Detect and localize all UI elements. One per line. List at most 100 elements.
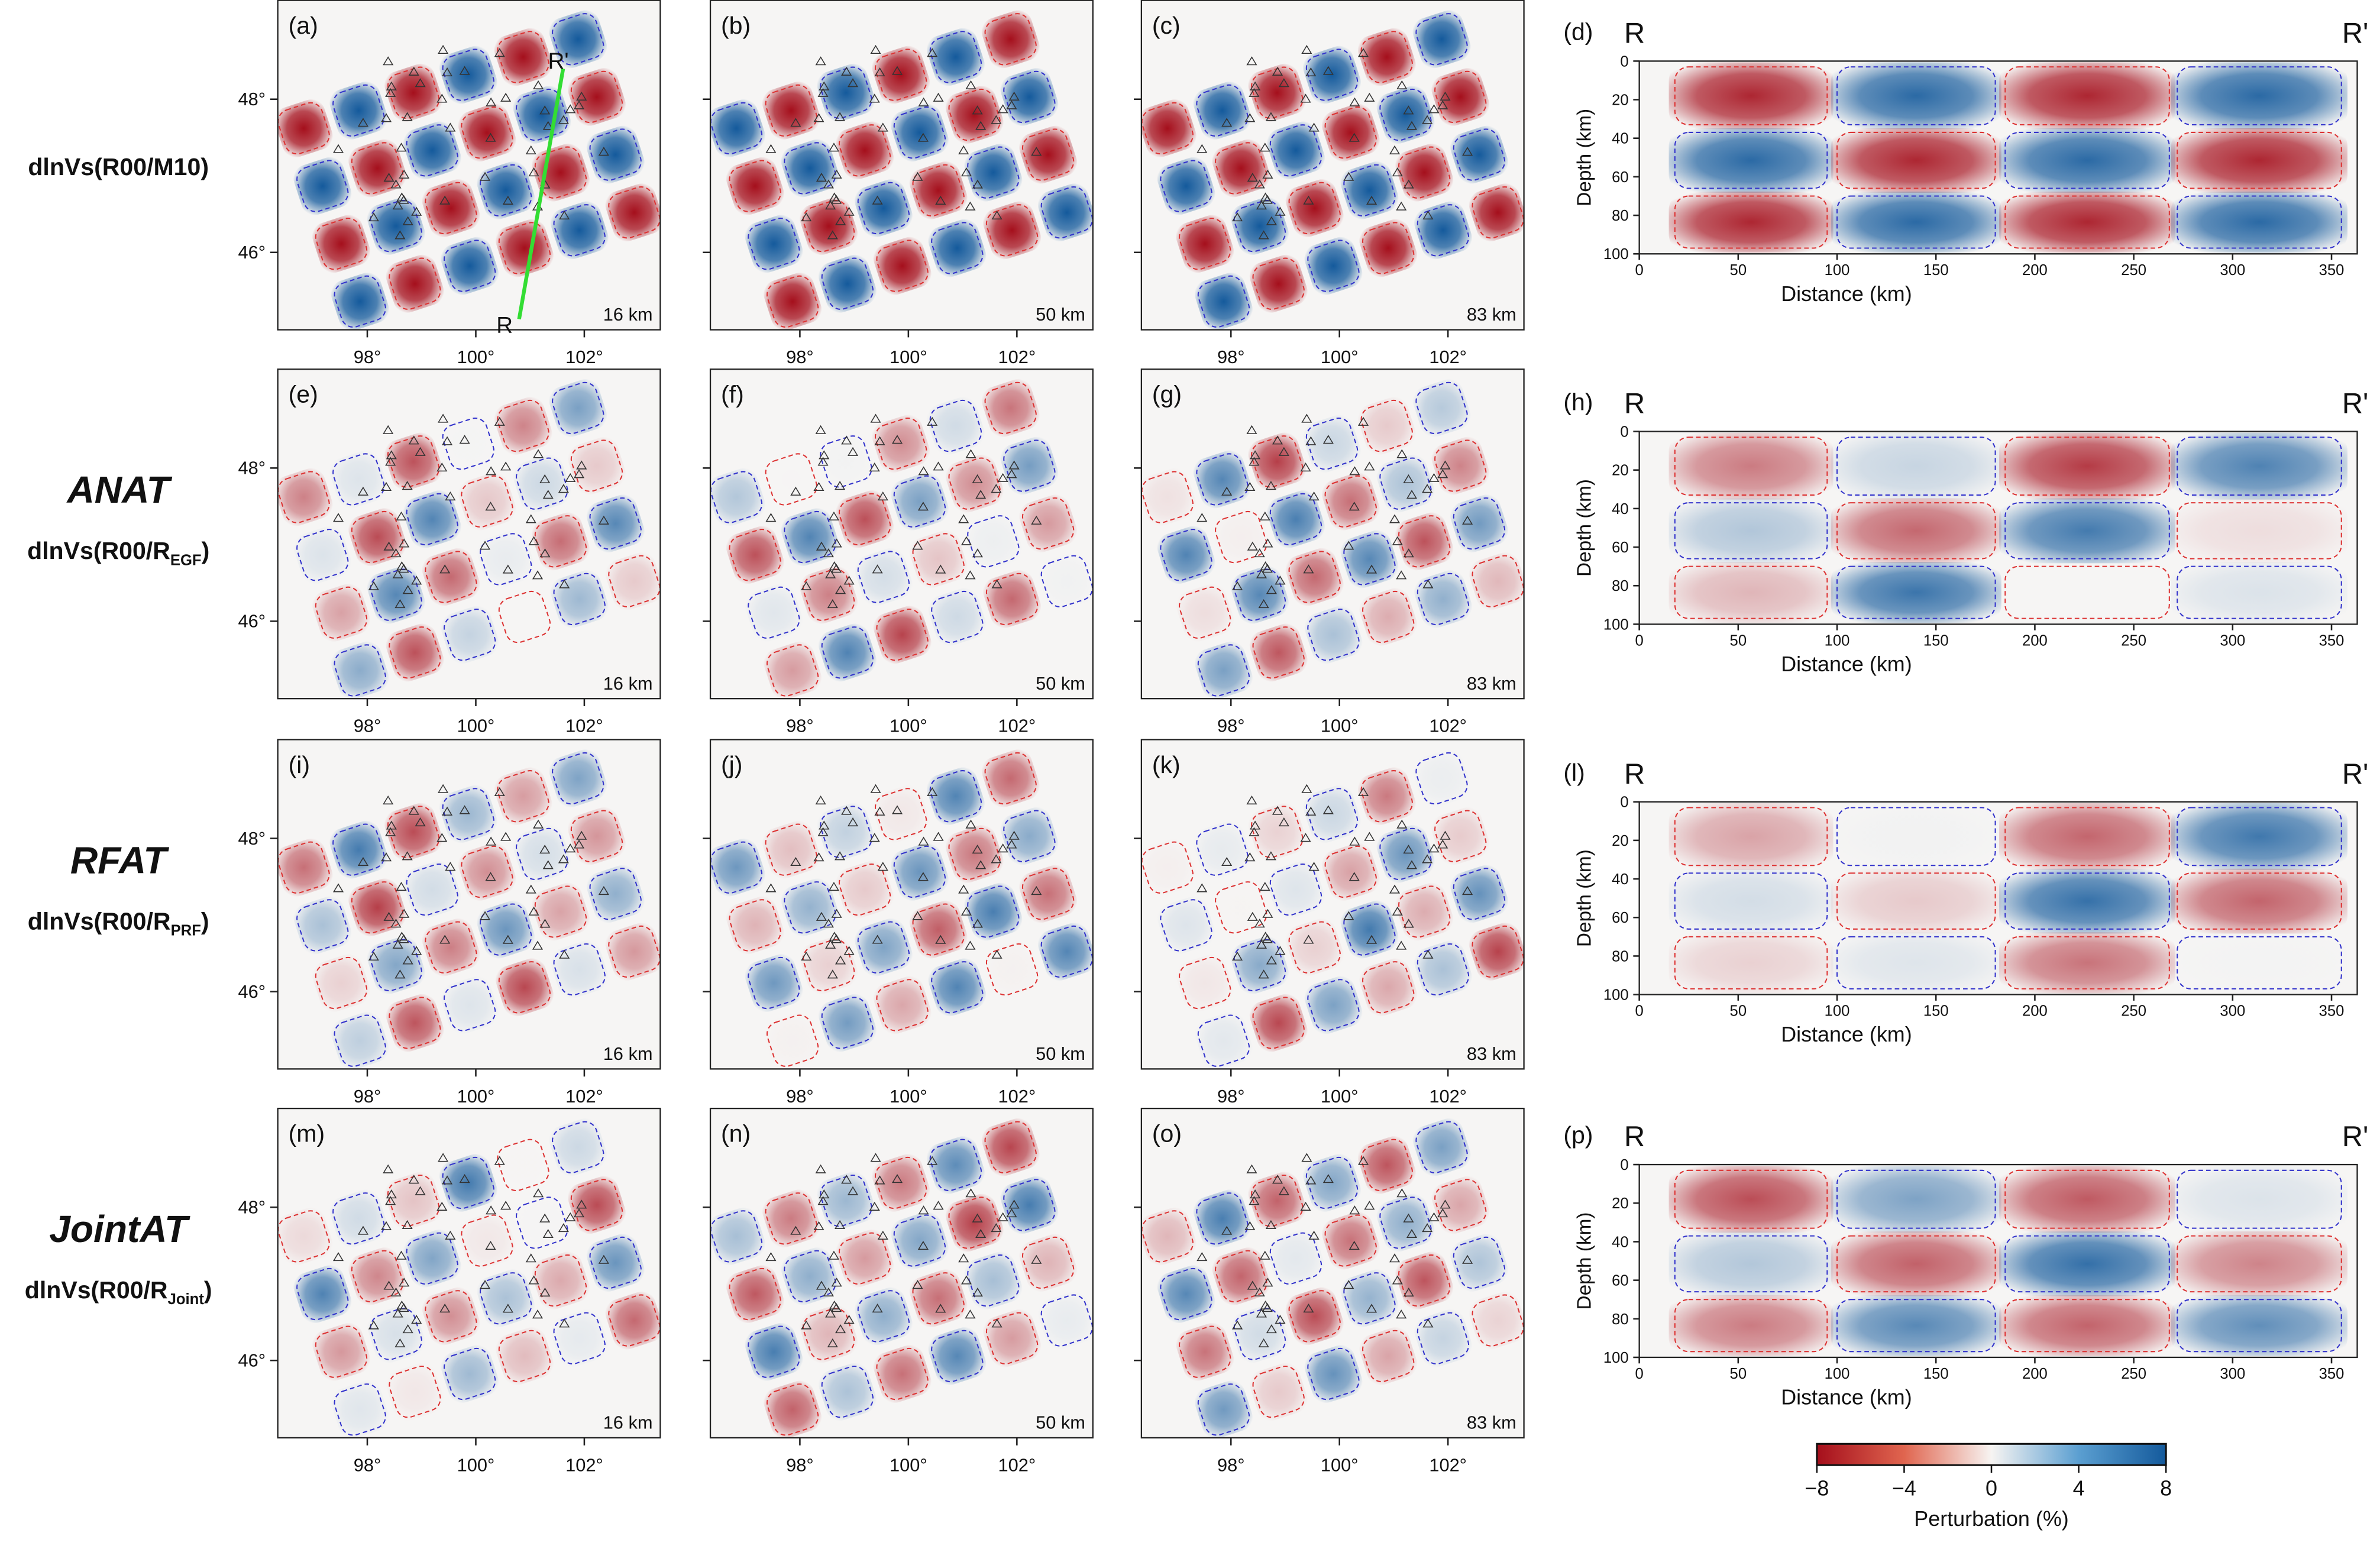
cell-outline [2004, 807, 2170, 866]
station [385, 88, 396, 97]
cell-outline [929, 399, 982, 452]
station [817, 457, 829, 466]
station [439, 564, 451, 574]
anomaly-cell [1321, 472, 1380, 531]
station [1259, 143, 1270, 152]
station [1031, 885, 1042, 895]
anomaly-cell [762, 1189, 820, 1248]
depth-label: 50 km [1036, 304, 1085, 325]
x-tick-label: 0 [1635, 1003, 1643, 1020]
station [392, 939, 403, 949]
anomaly-cell [710, 838, 765, 897]
station [411, 1315, 422, 1324]
station [1349, 97, 1360, 106]
lon-tick-label: 100° [1321, 1454, 1359, 1475]
lon-tick-label: 102° [998, 716, 1036, 736]
anomaly-cell [1431, 807, 1490, 865]
colorbar-tick-label: 0 [1986, 1476, 1997, 1501]
station [408, 66, 419, 76]
anomaly-cell [441, 237, 499, 295]
station [958, 884, 969, 894]
y-tick-label: 80 [1612, 1311, 1629, 1328]
cell-outline [1160, 1267, 1212, 1321]
anomaly-cell [1412, 1118, 1471, 1176]
station [383, 172, 394, 182]
anomaly-cell [1157, 157, 1215, 215]
cell-outline [570, 1179, 623, 1231]
cell-outline [552, 381, 604, 435]
cell-outline [277, 1210, 330, 1263]
profile-end: R' [2342, 1121, 2369, 1153]
station [539, 548, 551, 558]
station [1275, 946, 1286, 955]
station [1322, 1173, 1334, 1183]
cell-outline [1417, 573, 1470, 626]
panel-label: (k) [1152, 751, 1181, 778]
station [972, 845, 983, 854]
x-tick-label: 0 [1635, 1366, 1643, 1382]
anomaly-cell [1248, 432, 1307, 491]
cell-outline [820, 1174, 872, 1227]
anomaly-cell [403, 1229, 461, 1288]
anomaly-cell [568, 1176, 626, 1234]
station [874, 1175, 885, 1185]
station [790, 1225, 801, 1235]
anomaly-cell [818, 994, 877, 1052]
x-tick-label: 150 [1923, 1003, 1949, 1020]
cell-outline [1288, 921, 1341, 974]
anomaly-cell [329, 1189, 388, 1248]
cell-outline [389, 626, 441, 679]
cell-outline [784, 1250, 836, 1303]
cell-outline [1288, 551, 1341, 603]
y-axis-label: Depth (km) [1574, 479, 1596, 577]
cell-outline [1674, 436, 1828, 496]
cell-outline [2004, 936, 2170, 989]
station [415, 817, 426, 827]
cell-outline [1003, 439, 1056, 492]
map-frame [277, 368, 661, 700]
anomaly-cell [1037, 923, 1093, 981]
cell-outline [1215, 1250, 1267, 1303]
station [813, 113, 824, 122]
cell-outline [984, 381, 1037, 435]
station [917, 502, 929, 511]
lon-tick-label: 100° [457, 1086, 495, 1107]
anomaly-cell [1357, 767, 1416, 826]
anomaly-cell [726, 1265, 784, 1324]
cell-outline [1040, 925, 1093, 978]
station [408, 435, 419, 445]
depth-label: 16 km [603, 673, 653, 694]
anomaly-cell [764, 1380, 822, 1438]
station [827, 230, 838, 240]
anomaly-cell [586, 865, 645, 923]
cell-outline [1674, 807, 1828, 866]
cell-outline [608, 1294, 661, 1347]
anomaly-cell [312, 215, 370, 273]
station [396, 143, 407, 152]
cell-outline [553, 1312, 606, 1364]
y-tick-label: 60 [1612, 539, 1629, 556]
station [1440, 91, 1451, 101]
station [975, 1228, 987, 1238]
station [991, 949, 1003, 959]
anomaly-cell [494, 397, 552, 455]
station [532, 940, 544, 950]
lon-tick-label: 98° [786, 716, 814, 736]
cell-outline [1307, 979, 1360, 1031]
cell-outline [893, 475, 946, 528]
anomaly-cell [384, 63, 443, 122]
cell-outline [948, 827, 1001, 881]
station [394, 1338, 406, 1347]
cell-outline [461, 475, 513, 528]
station [847, 78, 859, 88]
anomaly-cell [1194, 1380, 1253, 1438]
station [825, 1308, 836, 1318]
anomaly-cell [277, 468, 333, 526]
station [486, 1205, 497, 1215]
map-cells [1141, 379, 1524, 699]
lon-tick-label: 100° [457, 1454, 495, 1475]
station [385, 827, 396, 836]
station [357, 486, 368, 496]
method-label: ANAT [66, 468, 172, 511]
station [1357, 1156, 1369, 1165]
